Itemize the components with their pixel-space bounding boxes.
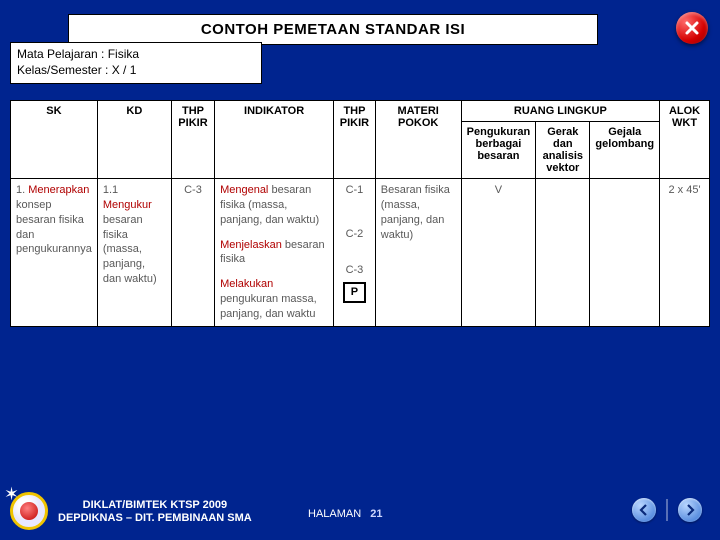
th-sk: SK — [11, 101, 98, 179]
sk-verb: Menerapkan — [28, 184, 89, 196]
close-icon — [684, 20, 700, 36]
nav-separator — [666, 499, 668, 521]
footer-line1: DIKLAT/BIMTEK KTSP 2009 — [58, 499, 252, 513]
close-button[interactable] — [676, 12, 708, 44]
prev-button[interactable] — [632, 498, 656, 522]
ind2-verb: Menjelaskan — [220, 239, 282, 251]
p-badge: P — [343, 282, 366, 303]
footer-line2: DEPDIKNAS – DIT. PEMBINAAN SMA — [58, 512, 252, 526]
ind3-verb: Melakukan — [220, 278, 273, 290]
page-indicator: HALAMAN 21 — [308, 508, 383, 520]
cell-rl3 — [590, 179, 660, 327]
nav-controls — [632, 498, 702, 522]
footer: ✶ DIKLAT/BIMTEK KTSP 2009 DEPDIKNAS – DI… — [0, 488, 720, 532]
page-title: CONTOH PEMETAAN STANDAR ISI — [68, 14, 598, 45]
ministry-logo — [10, 492, 48, 530]
meta-box: Mata Pelajaran : Fisika Kelas/Semester :… — [10, 42, 262, 84]
chevron-right-icon — [684, 504, 696, 516]
meta-subject: Mata Pelajaran : Fisika — [17, 46, 255, 62]
th-rl1: Pengukuran berbagai besaran — [461, 122, 536, 179]
th-indikator: INDIKATOR — [215, 101, 334, 179]
next-button[interactable] — [678, 498, 702, 522]
ind2-thp: C-2 — [339, 227, 370, 263]
sk-rest: konsep besaran fisika dan pengukurannya — [16, 199, 92, 256]
cell-thp1: C-3 — [171, 179, 214, 327]
chevron-left-icon — [638, 504, 650, 516]
meta-class: Kelas/Semester : X / 1 — [17, 62, 255, 78]
kd-verb: Mengukur — [103, 199, 152, 211]
footer-credit: DIKLAT/BIMTEK KTSP 2009 DEPDIKNAS – DIT.… — [58, 499, 252, 527]
th-wkt: ALOK WKT — [660, 101, 710, 179]
logo-inner-icon — [20, 502, 38, 520]
standards-table: SK KD THP PIKIR INDIKATOR THP PIKIR MATE… — [10, 100, 710, 327]
sk-num: 1. — [16, 184, 25, 196]
kd-rest: besaran fisika (massa, panjang, dan wakt… — [103, 214, 157, 285]
th-rl2: Gerak dan analisis vektor — [536, 122, 590, 179]
cell-rl2 — [536, 179, 590, 327]
ind3-rest: pengukuran massa, panjang, dan waktu — [220, 293, 317, 320]
cell-wkt: 2 x 45' — [660, 179, 710, 327]
th-ruang-lingkup: RUANG LINGKUP — [461, 101, 659, 122]
halaman-label: HALAMAN — [308, 508, 361, 520]
cell-kd: 1.1 Mengukur besaran fisika (massa, panj… — [97, 179, 171, 327]
ind3-thp: C-3 — [339, 263, 370, 278]
cell-rl1: V — [461, 179, 536, 327]
table-row: 1. Menerapkan konsep besaran fisika dan … — [11, 179, 710, 327]
kd-num: 1.1 — [103, 184, 118, 196]
ind1-thp: C-1 — [339, 183, 370, 227]
th-rl3: Gejala gelombang — [590, 122, 660, 179]
cell-thp2: C-1 C-2 C-3 P — [334, 179, 376, 327]
ind1-verb: Mengenal — [220, 184, 268, 196]
cell-materi: Besaran fisika (massa, panjang, dan wakt… — [375, 179, 461, 327]
th-materi: MATERI POKOK — [375, 101, 461, 179]
th-thp2: THP PIKIR — [334, 101, 376, 179]
page-number: 21 — [370, 508, 382, 520]
cell-indikator: Mengenal besaran fisika (massa, panjang,… — [215, 179, 334, 327]
th-thp1: THP PIKIR — [171, 101, 214, 179]
cell-sk: 1. Menerapkan konsep besaran fisika dan … — [11, 179, 98, 327]
th-kd: KD — [97, 101, 171, 179]
